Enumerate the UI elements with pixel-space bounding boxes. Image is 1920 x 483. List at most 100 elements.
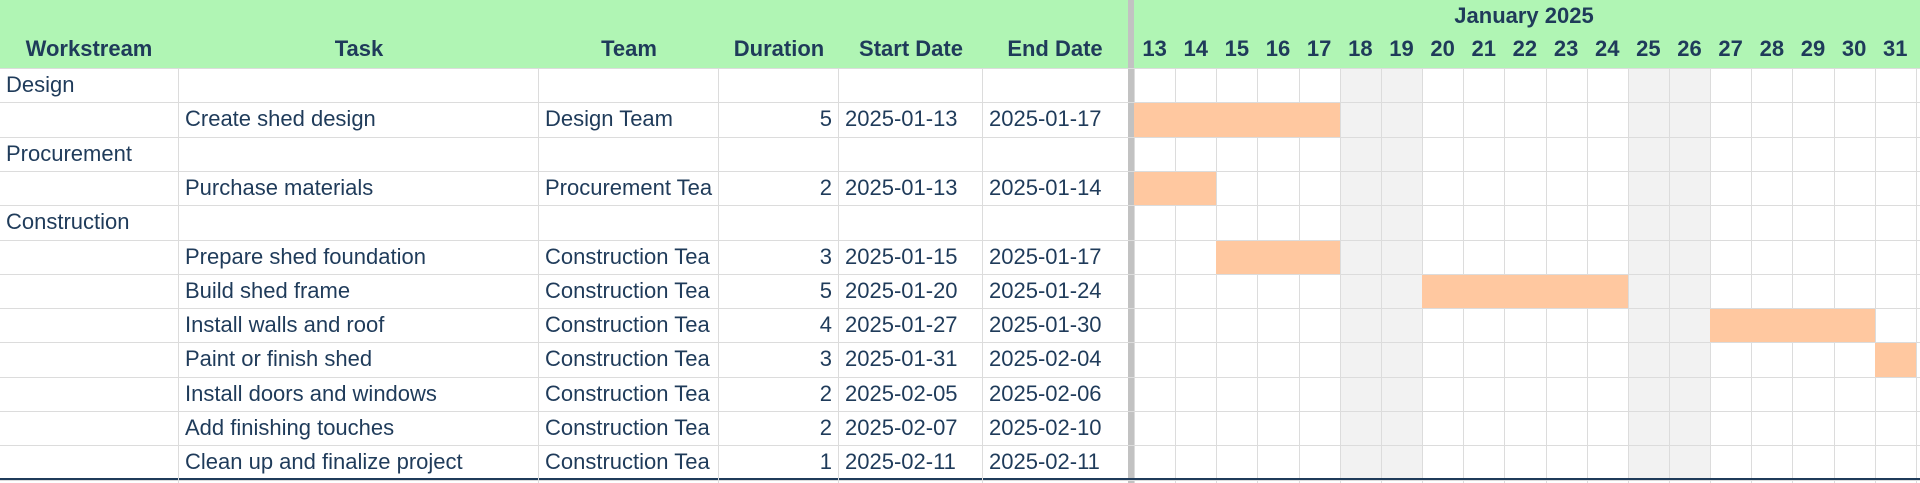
timeline-day-header[interactable]: 24: [1594, 36, 1620, 61]
timeline-column-divider: [1668, 68, 1670, 483]
table-bottom-border: [0, 478, 1920, 480]
column-header-task[interactable]: Task: [334, 36, 384, 61]
timeline-day-header[interactable]: 31: [1883, 36, 1908, 61]
column-header-start-date[interactable]: Start Date: [859, 36, 963, 61]
duration-cell[interactable]: 5: [819, 277, 832, 303]
timeline-column-divider: [1751, 68, 1753, 483]
timeline-day-header[interactable]: 28: [1759, 36, 1785, 61]
duration-cell[interactable]: 2: [819, 415, 832, 440]
table-column-divider: [718, 68, 719, 483]
team-cell[interactable]: Construction Tea: [545, 277, 710, 303]
gantt-task-bar[interactable]: [1710, 309, 1875, 343]
team-cell[interactable]: Procurement Tea: [545, 174, 713, 200]
task-cell[interactable]: Paint or finish shed: [185, 346, 373, 372]
end-date-cell[interactable]: 2025-01-30: [989, 312, 1102, 338]
table-column-divider: [838, 68, 839, 483]
start-date-cell[interactable]: 2025-01-13: [845, 174, 958, 200]
start-date-cell[interactable]: 2025-01-13: [845, 106, 958, 132]
timeline-day-header[interactable]: 14: [1183, 36, 1208, 61]
gantt-task-bar[interactable]: [1134, 103, 1340, 137]
workstream-cell[interactable]: Construction: [6, 209, 130, 235]
timeline-day-header[interactable]: 18: [1348, 36, 1373, 61]
team-cell[interactable]: Design Team: [545, 106, 673, 132]
timeline-day-header[interactable]: 16: [1265, 36, 1291, 61]
table-column-divider: [178, 68, 179, 483]
gantt-task-bar[interactable]: [1422, 274, 1628, 309]
gantt-task-bar[interactable]: [1216, 240, 1340, 274]
task-cell[interactable]: Install walls and roof: [185, 312, 385, 338]
timeline-day-header[interactable]: 30: [1841, 36, 1867, 61]
start-date-cell[interactable]: 2025-02-11: [845, 449, 956, 475]
column-header-duration[interactable]: Duration: [733, 36, 825, 61]
column-header-team[interactable]: Team: [601, 36, 657, 61]
timeline-day-header[interactable]: 27: [1718, 36, 1743, 61]
task-cell[interactable]: Clean up and finalize project: [185, 449, 463, 475]
timeline-column-divider: [1380, 68, 1382, 483]
frozen-pane-divider[interactable]: [1128, 0, 1134, 483]
timeline-day-header[interactable]: 20: [1430, 36, 1455, 61]
timeline-day-header[interactable]: 25: [1636, 36, 1661, 61]
timeline-column-divider: [1339, 68, 1341, 483]
timeline-month-label: January 2025: [1454, 3, 1594, 28]
timeline-day-header[interactable]: 23: [1553, 36, 1579, 61]
start-date-cell[interactable]: 2025-02-07: [845, 415, 958, 440]
timeline-column-divider: [1833, 68, 1835, 483]
task-cell[interactable]: Build shed frame: [185, 277, 351, 303]
timeline-column-divider: [1134, 68, 1135, 483]
column-header-end-date[interactable]: End Date: [1007, 36, 1103, 61]
workstream-cell[interactable]: Procurement: [6, 140, 132, 166]
gantt-task-bar[interactable]: [1134, 171, 1217, 206]
duration-cell[interactable]: 3: [819, 243, 832, 269]
start-date-cell[interactable]: 2025-01-31: [845, 346, 958, 372]
table-column-divider: [538, 68, 539, 483]
task-cell[interactable]: Create shed design: [185, 106, 376, 132]
timeline-day-header[interactable]: 17: [1306, 36, 1332, 61]
task-cell[interactable]: Purchase materials: [185, 174, 374, 200]
team-cell[interactable]: Construction Tea: [545, 312, 710, 338]
gantt-task-bar[interactable]: [1874, 343, 1916, 377]
team-cell[interactable]: Construction Tea: [545, 380, 710, 406]
row-divider: [0, 411, 1920, 412]
row-divider: [0, 445, 1920, 447]
task-cell[interactable]: Prepare shed foundation: [185, 243, 426, 269]
start-date-cell[interactable]: 2025-01-27: [845, 312, 958, 338]
end-date-cell[interactable]: 2025-01-24: [989, 277, 1102, 303]
timeline-day-header[interactable]: 19: [1389, 36, 1414, 61]
workstream-cell[interactable]: Design: [6, 72, 75, 97]
timeline-day-header[interactable]: 21: [1471, 36, 1496, 61]
end-date-cell[interactable]: 2025-02-04: [989, 346, 1102, 372]
duration-cell[interactable]: 2: [819, 174, 832, 200]
start-date-cell[interactable]: 2025-02-05: [845, 380, 958, 406]
end-date-cell[interactable]: 2025-01-14: [989, 174, 1102, 200]
start-date-cell[interactable]: 2025-01-15: [845, 243, 958, 269]
row-divider: [0, 479, 1920, 481]
row-divider: [0, 376, 1920, 378]
start-date-cell[interactable]: 2025-01-20: [845, 277, 958, 303]
timeline-day-header[interactable]: 13: [1142, 36, 1167, 61]
team-cell[interactable]: Construction Tea: [545, 449, 710, 475]
end-date-cell[interactable]: 2025-01-17: [989, 243, 1102, 269]
timeline-day-header[interactable]: 22: [1512, 36, 1538, 61]
duration-cell[interactable]: 3: [819, 346, 832, 372]
timeline-day-header[interactable]: 26: [1677, 36, 1702, 61]
row-divider: [0, 308, 1920, 310]
team-cell[interactable]: Construction Tea: [545, 243, 710, 269]
end-date-cell[interactable]: 2025-02-11: [989, 449, 1100, 475]
end-date-cell[interactable]: 2025-01-17: [989, 106, 1102, 132]
team-cell[interactable]: Construction Tea: [545, 346, 710, 372]
duration-cell[interactable]: 4: [819, 312, 832, 338]
end-date-cell[interactable]: 2025-02-06: [989, 380, 1102, 406]
column-header-workstream[interactable]: Workstream: [25, 36, 153, 61]
task-cell[interactable]: Install doors and windows: [185, 380, 437, 406]
timeline-column-divider: [1710, 68, 1712, 483]
timeline-day-header[interactable]: 29: [1800, 36, 1826, 61]
team-cell[interactable]: Construction Tea: [545, 415, 710, 440]
row-divider: [0, 68, 1920, 69]
timeline-day-header[interactable]: 15: [1224, 36, 1250, 61]
header-band: [0, 0, 1920, 68]
task-cell[interactable]: Add finishing touches: [185, 415, 395, 440]
duration-cell[interactable]: 1: [819, 449, 832, 475]
duration-cell[interactable]: 2: [819, 380, 832, 406]
duration-cell[interactable]: 5: [819, 106, 832, 132]
end-date-cell[interactable]: 2025-02-10: [989, 415, 1102, 440]
